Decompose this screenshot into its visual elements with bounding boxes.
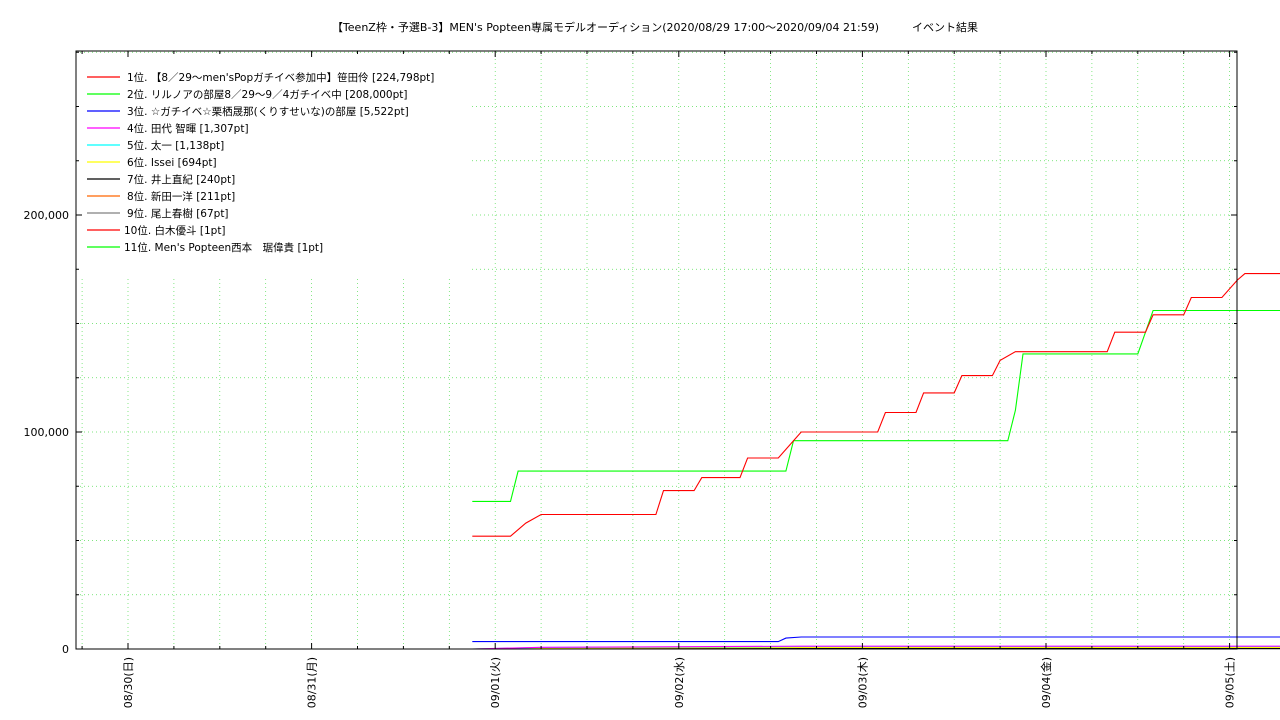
legend: 1位. 【8／29〜men'sPopガチイベ参加中】笹田伶 [224,798pt… [87, 71, 434, 254]
series-line [472, 309, 1280, 502]
x-tick-label: 08/30(日) [122, 657, 135, 708]
y-tick-label: 100,000 [24, 426, 70, 439]
x-tick-label: 09/02(水) [673, 657, 686, 708]
legend-label: 3位. ☆ガチイベ☆栗栖晟那(くりすせいな)の部屋 [5,522pt] [127, 105, 409, 118]
legend-label: 5位. 太一 [1,138pt] [127, 139, 224, 152]
series-line [472, 645, 1280, 650]
legend-label: 7位. 井上直紀 [240pt] [127, 173, 235, 186]
y-tick-label: 0 [62, 643, 69, 656]
legend-label: 9位. 尾上春樹 [67pt] [127, 207, 229, 220]
x-tick-label: 09/05(土) [1224, 657, 1237, 708]
x-tick-label: 08/31(月) [306, 657, 319, 708]
x-tick-label: 09/03(木) [856, 657, 869, 708]
plot-frame [75, 50, 1238, 650]
series-line [472, 636, 1280, 643]
x-tick-label: 09/04(金) [1039, 657, 1053, 708]
grid-lines [76, 51, 1237, 649]
legend-label: 6位. Issei [694pt] [127, 156, 217, 169]
legend-label: 1位. 【8／29〜men'sPopガチイベ参加中】笹田伶 [224,798pt… [127, 71, 434, 84]
legend-label: 4位. 田代 智暉 [1,307pt] [127, 122, 249, 135]
legend-label: 10位. 白木優斗 [1pt] [124, 224, 226, 237]
legend-label: 2位. リルノアの部屋8／29〜9／4ガチイベ中 [208,000pt] [127, 88, 408, 101]
legend-background [78, 53, 471, 278]
legend-label: 8位. 新田一洋 [211pt] [127, 190, 235, 203]
chart-title: 【TeenZ枠・予選B-3】MEN's Popteen専属モデルオーディション(… [331, 21, 979, 34]
axes: 0 100,000 200,000 08/30(日) 08/31(月) 09/01(火) 0… [24, 51, 1237, 708]
series-line [472, 273, 1280, 537]
series-lines [472, 273, 1280, 650]
y-tick-label: 200,000 [24, 209, 70, 222]
x-tick-label: 09/01(火) [489, 657, 502, 708]
legend-label: 11位. Men's Popteen西本 琚偉貴 [1pt] [124, 241, 323, 254]
